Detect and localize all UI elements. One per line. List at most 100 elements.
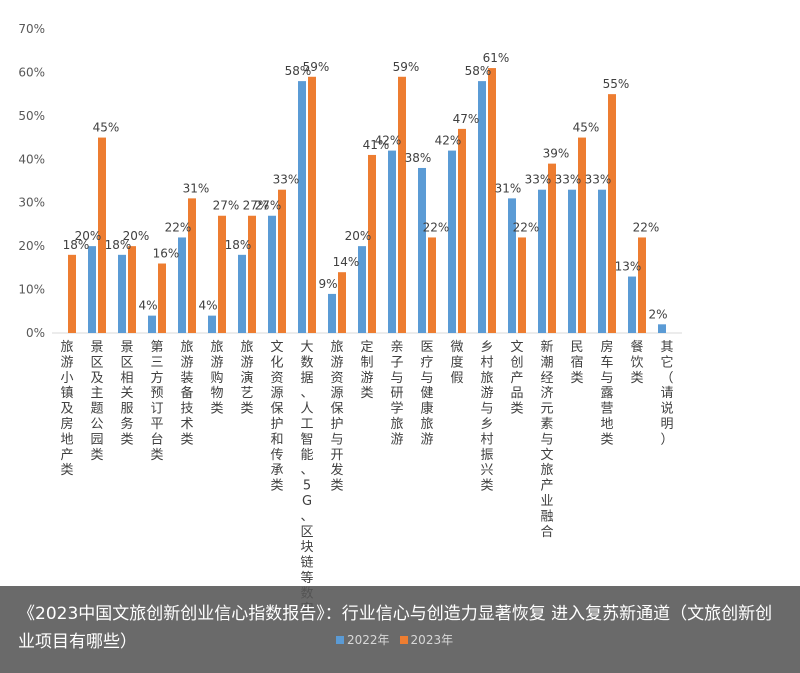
caption-text: 《2023中国文旅创新创业信心指数报告》：行业信心与创造力显著恢复 进入复苏新通… — [18, 604, 773, 652]
category-label: 定制游类 — [360, 340, 373, 401]
bar-2022 — [418, 167, 426, 333]
y-tick-label: 0% — [26, 326, 45, 340]
data-label: 27% — [243, 199, 270, 213]
category-label: 乡村旅游与乡村振兴类 — [480, 340, 493, 494]
data-label: 22% — [165, 220, 192, 234]
bar-2022 — [268, 215, 276, 333]
data-label: 58% — [465, 64, 492, 78]
data-label: 42% — [435, 134, 462, 148]
legend-label-2022: 2022年 — [347, 633, 390, 647]
category-label: 旅游资源保护与开发类 — [330, 340, 343, 494]
category-label: 文创产品类 — [510, 340, 523, 417]
bar-2022 — [568, 189, 576, 333]
data-label: 33% — [585, 173, 612, 187]
data-label: 13% — [615, 260, 642, 274]
y-tick-label: 60% — [18, 65, 45, 79]
y-tick-label: 10% — [18, 283, 45, 297]
bar-2023 — [218, 215, 226, 333]
category-label: 医疗与健康旅游 — [420, 340, 433, 447]
y-tick-label: 50% — [18, 109, 45, 123]
y-tick-label: 30% — [18, 196, 45, 210]
bar-2023 — [398, 76, 406, 334]
legend-item-2022: 2022年 — [336, 631, 390, 648]
data-label: 20% — [75, 229, 102, 243]
legend-item-2023: 2023年 — [399, 631, 454, 648]
bar-2022 — [88, 246, 96, 333]
bar-2023 — [518, 237, 526, 333]
data-label: 55% — [603, 77, 630, 91]
bar-2022 — [538, 189, 546, 333]
legend-swatch-2022 — [336, 635, 344, 644]
category-label: 微度假 — [450, 340, 463, 386]
category-label: 第三方预订平台类 — [150, 340, 163, 463]
data-label: 42% — [375, 134, 402, 148]
bar-2022 — [478, 81, 486, 333]
category-label: 旅游小镇及房地产类 — [60, 340, 73, 478]
bar-2022 — [208, 315, 216, 333]
bar-2023 — [428, 237, 436, 333]
data-label: 2% — [648, 307, 667, 321]
data-label: 14% — [333, 255, 360, 269]
bar-2023 — [338, 272, 346, 333]
bar-2023 — [608, 94, 616, 334]
bar-2023 — [158, 263, 166, 333]
data-label: 47% — [453, 112, 480, 126]
category-label: 旅游装备技术类 — [180, 340, 193, 447]
bar-2023 — [638, 237, 646, 333]
data-label: 31% — [183, 181, 210, 195]
label-layer: 18%20%45%18%20%4%16%22%31%4%27%18%27%27%… — [63, 51, 668, 321]
y-tick-label: 70% — [18, 22, 45, 36]
data-label: 18% — [225, 238, 252, 252]
bar-2023 — [458, 128, 466, 333]
bar-2022 — [148, 315, 156, 333]
bar-2023 — [188, 198, 196, 333]
bar-2022 — [658, 324, 666, 333]
category-label: 景区及主题公园类 — [90, 340, 103, 463]
bar-layer — [68, 68, 666, 334]
data-label: 61% — [483, 51, 510, 65]
category-label: 旅游演艺类 — [240, 340, 253, 417]
data-label: 20% — [123, 229, 150, 243]
data-label: 39% — [543, 147, 570, 161]
bar-2022 — [358, 246, 366, 333]
bar-2023 — [128, 246, 136, 333]
legend-label-2023: 2023年 — [410, 633, 454, 647]
chart-legend: 2022年 2023年 — [336, 631, 453, 648]
data-label: 16% — [153, 247, 180, 261]
category-label: 文化资源保护和传承类 — [270, 340, 283, 494]
category-label: 景区相关服务类 — [120, 340, 133, 447]
category-label: 房车与露营地类 — [600, 339, 613, 447]
y-tick-label: 40% — [18, 152, 45, 166]
bar-2023 — [488, 68, 496, 333]
data-label: 31% — [495, 181, 522, 195]
category-label: 其它（请说明） — [660, 340, 673, 447]
data-label: 18% — [63, 238, 90, 252]
data-label: 45% — [573, 121, 600, 135]
data-label: 20% — [345, 229, 372, 243]
bar-2022 — [508, 198, 516, 333]
category-label: 新潮经济元素与文旅产业融合 — [540, 339, 553, 540]
data-label: 22% — [423, 220, 450, 234]
bar-2022 — [118, 254, 126, 333]
bar-2023 — [548, 163, 556, 333]
bar-2022 — [628, 276, 636, 333]
category-layer: 旅游小镇及房地产类 景区及主题公园类 景区相关服务类 第三方预订平台类 旅游装备技术类 旅… — [60, 339, 673, 617]
bar-2023 — [248, 215, 256, 333]
bar-2023 — [368, 154, 376, 333]
bar-2023 — [278, 189, 286, 333]
category-label: 旅游购物类 — [210, 340, 223, 417]
axis-layer: 0% 10% 20% 30% 40% 50% 60% 70% — [18, 22, 682, 340]
y-tick-label: 20% — [18, 239, 45, 253]
data-label: 22% — [513, 220, 540, 234]
bar-2023 — [68, 254, 76, 333]
data-label: 45% — [93, 121, 120, 135]
data-label: 58% — [285, 64, 312, 78]
data-label: 59% — [303, 60, 330, 74]
category-label: 亲子与研学旅游 — [390, 340, 403, 447]
bar-2023 — [98, 137, 106, 333]
data-label: 22% — [633, 220, 660, 234]
data-label: 33% — [525, 173, 552, 187]
data-label: 4% — [198, 299, 217, 313]
bar-2023 — [308, 76, 316, 334]
